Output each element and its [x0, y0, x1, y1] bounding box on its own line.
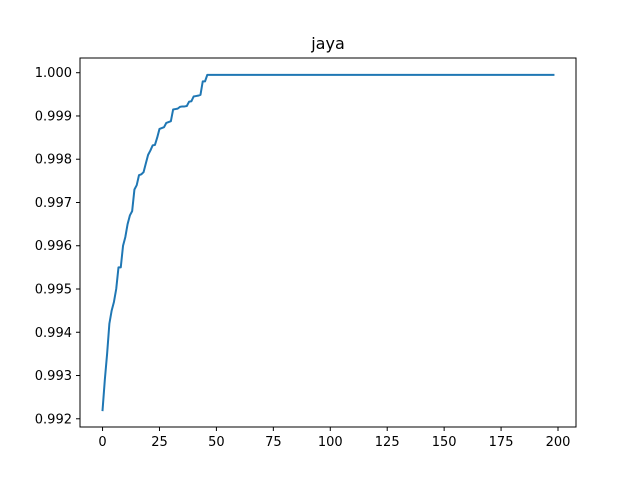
x-tick-label: 25: [151, 435, 168, 450]
y-tick-label: 0.993: [35, 369, 72, 384]
series-line-0: [101, 73, 555, 412]
x-tick-label: 200: [546, 435, 571, 450]
y-tick-label: 0.996: [35, 239, 72, 254]
y-tick-label: 0.997: [35, 196, 72, 211]
x-tick-label: 175: [489, 435, 514, 450]
x-tick-label: 150: [432, 435, 457, 450]
axes-frame: [79, 57, 577, 428]
x-tick-label: 75: [265, 435, 282, 450]
y-tick-label: 0.994: [35, 326, 72, 341]
plot-area: 0 25 50 75 100 125 150 175 200 0.992 0.993 0.994 0.9…: [35, 57, 577, 450]
x-tick-label: 0: [98, 435, 106, 450]
y-tick-label: 1.000: [35, 66, 72, 81]
x-tick-label: 50: [208, 435, 225, 450]
chart-title: jaya: [310, 34, 345, 53]
x-tick-label: 125: [375, 435, 400, 450]
y-tick-label: 0.998: [35, 153, 72, 168]
y-tick-label: 0.992: [35, 412, 72, 427]
x-tick-label: 100: [318, 435, 343, 450]
y-tick-label: 0.999: [35, 109, 72, 124]
y-tick-label: 0.995: [35, 283, 72, 298]
